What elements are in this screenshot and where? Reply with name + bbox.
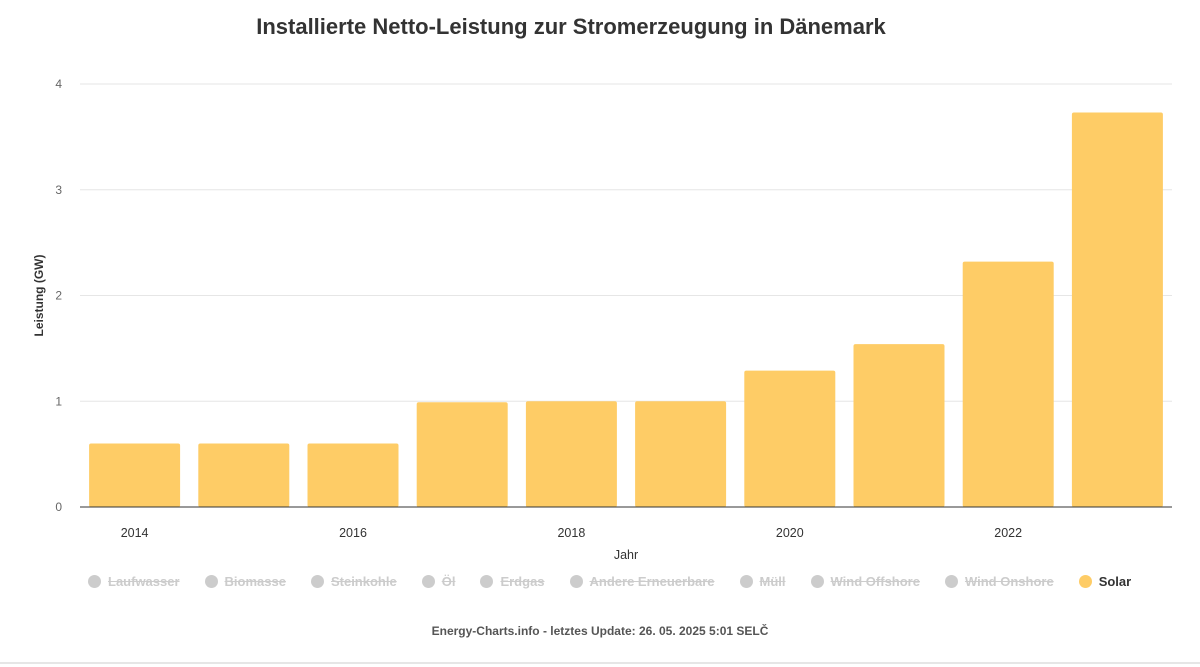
legend-label: Andere Erneuerbare [589, 574, 715, 589]
legend-label: Steinkohle [330, 574, 397, 589]
legend-marker-icon [569, 575, 583, 588]
bar-2018 [525, 401, 617, 507]
legend-item-wind-offshore[interactable]: Wind Offshore [810, 574, 920, 589]
legend-label: Erdgas [500, 574, 545, 589]
y-axis-title: Leistung (GW) [32, 255, 46, 337]
bar-2020 [744, 370, 836, 507]
legend-marker-icon [421, 575, 435, 588]
legend-item-erdgas[interactable]: Erdgas [480, 574, 545, 589]
x-tick-label: 2022 [994, 526, 1022, 540]
x-tick-label: 2016 [339, 526, 367, 540]
legend-label: Biomasse [224, 574, 286, 589]
legend-label: Laufwasser [108, 574, 180, 589]
legend-item-öl[interactable]: Öl [421, 574, 456, 589]
x-tick-label: 2014 [121, 526, 149, 540]
legend-item-andere-erneuerbare[interactable]: Andere Erneuerbare [569, 574, 715, 589]
y-tick-label: 3 [55, 183, 62, 197]
bar-2017 [416, 402, 508, 507]
credits: Energy-Charts.info - letztes Update: 26.… [431, 624, 769, 638]
legend-item-müll[interactable]: Müll [739, 574, 786, 589]
legend-marker-icon [88, 575, 101, 588]
bar-2015 [198, 443, 290, 507]
bar-2022 [962, 261, 1054, 507]
y-tick-label: 1 [55, 394, 62, 408]
y-tick-label: 0 [55, 500, 62, 514]
bar-2021 [853, 344, 945, 507]
legend-marker-icon [310, 575, 324, 588]
bar-2014 [89, 443, 181, 507]
bar-2016 [307, 443, 399, 507]
legend-item-wind-onshore[interactable]: Wind Onshore [944, 574, 1054, 589]
legend-label: Solar [1098, 574, 1132, 589]
legend-label: Wind Onshore [964, 574, 1054, 589]
legend-item-biomasse[interactable]: Biomasse [204, 574, 286, 589]
legend-marker-icon [480, 575, 494, 588]
bar-chart: 0 1 2 3 4 2014 2016 2018 2020 2022 Jahr Leistung (G… [32, 77, 1172, 562]
legend-item-solar[interactable]: Solar [1078, 574, 1132, 589]
legend-item-laufwasser[interactable]: Laufwasser [88, 574, 180, 589]
x-axis-title: Jahr [614, 548, 638, 562]
legend-marker-icon [810, 575, 824, 588]
chart-legend: Laufwasser Biomasse Steinkohle Öl Erdgas Ande… [88, 574, 1156, 589]
bar-2023 [1071, 112, 1163, 508]
x-tick-label: 2018 [557, 526, 585, 540]
legend-marker-icon [204, 575, 218, 588]
legend-label: Wind Offshore [830, 574, 920, 589]
legend-marker-icon [944, 575, 958, 588]
legend-marker-icon [1078, 575, 1092, 588]
legend-label: Öl [441, 574, 456, 589]
bottom-divider [0, 662, 1200, 664]
legend-label: Müll [759, 574, 786, 589]
legend-item-steinkohle[interactable]: Steinkohle [310, 574, 397, 589]
legend-marker-icon [739, 575, 753, 588]
bar-2019 [635, 401, 727, 507]
chart-title: Installierte Netto-Leistung zur Stromerz… [256, 14, 886, 39]
y-tick-label: 4 [55, 77, 62, 91]
y-tick-label: 2 [55, 289, 62, 303]
x-tick-label: 2020 [776, 526, 804, 540]
